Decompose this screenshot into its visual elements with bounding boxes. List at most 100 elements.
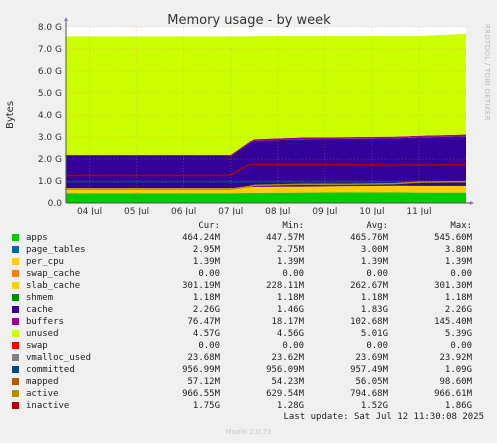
legend-avg: 23.69M	[355, 353, 388, 363]
legend-row-swap: swap 0.00 0.00 0.00 0.00	[12, 340, 472, 352]
legend-max: 1.18M	[444, 293, 472, 303]
xtick-label: 11 Jul	[406, 207, 431, 215]
legend-min: 1.18M	[276, 293, 304, 303]
legend-avg: 465.76M	[350, 233, 388, 243]
legend-swatch	[12, 282, 19, 289]
legend-swatch-cell	[12, 352, 26, 364]
legend-max: 0.00	[450, 269, 472, 279]
x-axis-arrow	[470, 201, 474, 205]
legend-cur: 0.00	[198, 341, 220, 351]
legend-min: 447.57M	[266, 233, 304, 243]
legend-cur: 464.24M	[182, 233, 220, 243]
legend-swatch-cell	[12, 316, 26, 328]
legend-swatch	[12, 318, 19, 325]
legend-max: 1.39M	[444, 257, 472, 267]
legend-header-row: Cur: Min: Avg: Max:	[12, 220, 472, 232]
xtick-label: 10 Jul	[359, 207, 384, 215]
legend-name: apps	[26, 233, 48, 243]
legend-min: 4.56G	[276, 329, 304, 339]
legend-swatch	[12, 378, 19, 385]
legend-min: 228.11M	[266, 281, 304, 291]
legend-max: 0.00	[450, 341, 472, 351]
legend-max: 301.30M	[434, 281, 472, 291]
legend-max: 98.60M	[439, 377, 472, 387]
legend-row-slab-cache: slab_cache 301.19M 228.11M 262.67M 301.30M	[12, 280, 472, 292]
legend-avg: 1.83G	[360, 305, 388, 315]
legend-avg: 957.49M	[350, 365, 388, 375]
legend-swatch	[12, 402, 19, 409]
legend-swatch	[12, 270, 19, 277]
legend-max: 1.09G	[444, 365, 472, 375]
y-axis-label: Bytes	[5, 101, 16, 129]
legend-max: 1.86G	[444, 401, 472, 411]
legend-cur: 301.19M	[182, 281, 220, 291]
area-slab-cache	[66, 185, 466, 194]
legend-header-min: Min:	[282, 221, 304, 231]
legend-swatch	[12, 390, 19, 397]
legend-swatch-cell	[12, 280, 26, 292]
ytick-label: 1.0 G	[38, 177, 62, 187]
area-apps	[66, 192, 466, 203]
legend-name: committed	[26, 365, 75, 375]
legend-swatch-cell	[12, 268, 26, 280]
ytick-label: 6.0 G	[38, 67, 62, 77]
ytick-label: 2.0 G	[38, 155, 62, 165]
legend-min: 2.75M	[276, 245, 304, 255]
legend-row-swap-cache: swap_cache 0.00 0.00 0.00 0.00	[12, 268, 472, 280]
line-active	[66, 180, 467, 190]
legend-avg: 1.39M	[360, 257, 388, 267]
legend-swatch-cell	[12, 388, 26, 400]
legend-row-per-cpu: per_cpu 1.39M 1.39M 1.39M 1.39M	[12, 256, 472, 268]
legend-cur: 956.99M	[182, 365, 220, 375]
legend-row-shmem: shmem 1.18M 1.18M 1.18M 1.18M	[12, 292, 472, 304]
legend-cur: 4.57G	[192, 329, 220, 339]
legend-name: vmalloc_used	[26, 353, 92, 363]
legend-cur: 2.26G	[192, 305, 220, 315]
legend-name: shmem	[26, 293, 54, 303]
legend-cur: 76.47M	[187, 317, 220, 327]
legend-header-cur: Cur:	[198, 221, 220, 231]
legend-max: 2.26G	[444, 305, 472, 315]
last-update: Last update: Sat Jul 12 11:30:08 2025	[283, 412, 484, 422]
legend-cur: 1.75G	[192, 401, 220, 411]
legend-min: 0.00	[282, 269, 304, 279]
legend-min: 1.28G	[276, 401, 304, 411]
legend-row-inactive: inactive 1.75G 1.28G 1.52G 1.86G	[12, 400, 472, 412]
legend-max: 23.92M	[439, 353, 472, 363]
legend-row-committed: committed 956.99M 956.09M 957.49M 1.09G	[12, 364, 472, 376]
legend-swatch	[12, 234, 19, 241]
legend-row-unused: unused 4.57G 4.56G 5.01G 5.39G	[12, 328, 472, 340]
rrdtool-credit: RRDTOOL / TOBI OETIKER	[483, 24, 491, 121]
ytick-label: 0.0	[48, 199, 63, 209]
line-inactive	[66, 163, 467, 177]
legend-swatch	[12, 342, 19, 349]
ytick-label: 3.0 G	[38, 133, 62, 143]
legend-max: 145.40M	[434, 317, 472, 327]
legend-name: per_cpu	[26, 257, 64, 267]
xtick-label: 05 Jul	[124, 207, 149, 215]
legend-swatch	[12, 306, 19, 313]
ytick-label: 7.0 G	[38, 45, 62, 55]
xtick-label: 07 Jul	[218, 207, 243, 215]
legend-swatch-cell	[12, 292, 26, 304]
legend-swatch-cell	[12, 400, 26, 412]
legend-avg: 56.05M	[355, 377, 388, 387]
legend-row-mapped: mapped 57.12M 54.23M 56.05M 98.60M	[12, 376, 472, 388]
legend-min: 1.46G	[276, 305, 304, 315]
area-shmem	[66, 185, 466, 189]
legend-swatch	[12, 330, 19, 337]
legend-row-active: active 966.55M 629.54M 794.68M 966.61M	[12, 388, 472, 400]
legend-swatch-cell	[12, 232, 26, 244]
legend-max: 5.39G	[444, 329, 472, 339]
legend-table: Cur: Min: Avg: Max: apps 464.24M 447.57M 46…	[12, 220, 472, 412]
legend-swatch-cell	[12, 328, 26, 340]
legend-cur: 2.95M	[192, 245, 220, 255]
legend-swatch-cell	[12, 376, 26, 388]
legend-row-cache: cache 2.26G 1.46G 1.83G 2.26G	[12, 304, 472, 316]
legend-name: active	[26, 389, 59, 399]
legend-swatch	[12, 366, 19, 373]
xtick-label: 06 Jul	[171, 207, 196, 215]
legend-row-vmalloc-used: vmalloc_used 23.68M 23.62M 23.69M 23.92M	[12, 352, 472, 364]
legend-name: unused	[26, 329, 59, 339]
legend-cur: 1.18M	[192, 293, 220, 303]
